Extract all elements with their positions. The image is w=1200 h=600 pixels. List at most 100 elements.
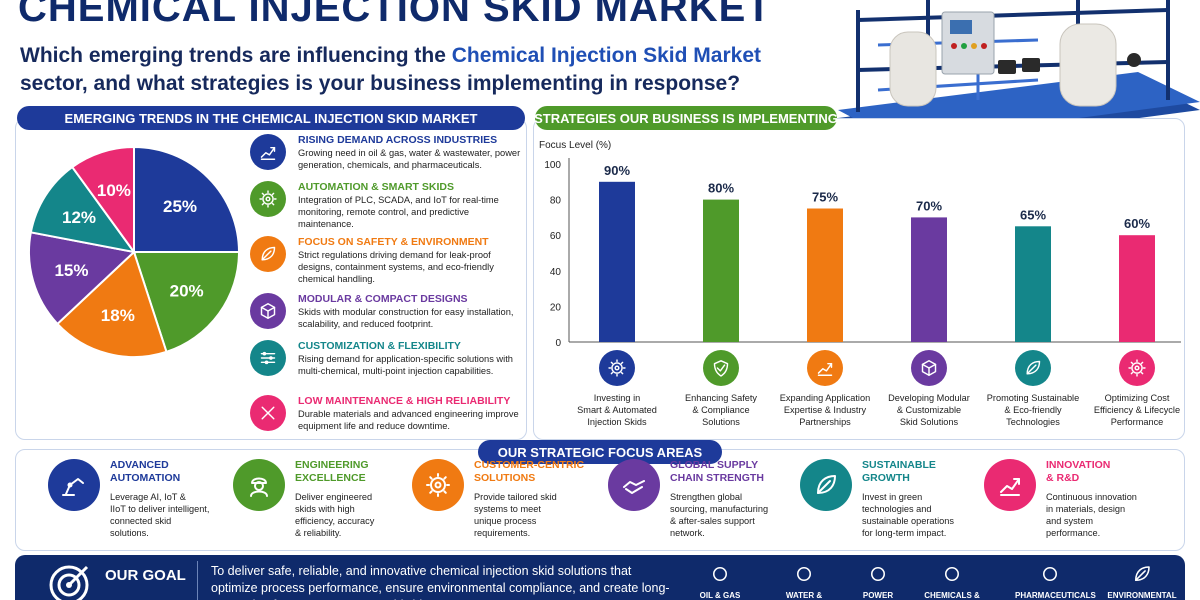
shield-check-icon-glyph [713, 360, 729, 377]
y-tick-label: 80 [550, 196, 562, 207]
focus-desc-line: requirements. [474, 528, 531, 538]
y-tick-label: 0 [555, 338, 561, 349]
bar-category-line: Injection Skids [587, 417, 647, 427]
bar-value-label: 90% [604, 163, 630, 178]
bar-value-label: 65% [1020, 207, 1046, 222]
trend-item: MODULAR & COMPACT DESIGNS Skids with modu… [250, 293, 522, 343]
trend-item: FOCUS ON SAFETY & ENVIRONMENT Strict regu… [250, 236, 522, 286]
industry-item: ENVIRONMENTAL [1107, 559, 1177, 600]
industry-item: OIL & GAS [685, 559, 755, 600]
pie-slice-label: 20% [170, 281, 204, 300]
focus-area-item: GLOBAL SUPPLY CHAIN STRENGTH Strengthen gl… [608, 455, 788, 551]
trend-description: Skids with modular construction for easy… [298, 307, 514, 329]
chart-growth-icon [250, 134, 286, 170]
trend-description: Integration of PLC, SCADA, and IoT for r… [298, 195, 499, 229]
cost-cycle-icon [1119, 350, 1155, 386]
bar-category-line: & Compliance [692, 405, 750, 415]
trend-description: Strict regulations driving demand for le… [298, 250, 494, 284]
focus-desc-line: in materials, design [1046, 504, 1126, 514]
gear-icon [412, 459, 464, 511]
industry-label: PHARMACEUTICALS [1015, 591, 1096, 600]
focus-area-item: CUSTOMER-CENTRIC SOLUTIONS Provide tailore… [412, 455, 592, 551]
factory-icon [843, 559, 913, 589]
focus-title-line: EXCELLENCE [295, 472, 366, 484]
goal-banner: OUR GOAL To deliver safe, reliable, and … [15, 555, 1185, 600]
focus-title-line: ADVANCED [110, 459, 169, 471]
focus-desc-line: sustainable operations [862, 516, 954, 526]
focus-desc-line: and system [1046, 516, 1093, 526]
pie-slice [132, 251, 241, 354]
focus-area-description: Leverage AI, IoT & IIoT to deliver intell… [110, 491, 209, 539]
strategy-bar [1119, 235, 1155, 342]
strategy-bar [911, 217, 947, 342]
trend-item: AUTOMATION & SMART SKIDS Integration of P… [250, 181, 522, 231]
focus-title-line: CUSTOMER-CENTRIC [474, 459, 585, 471]
bar-category-line: Partnerships [799, 417, 851, 427]
focus-desc-line: Invest in green [862, 492, 923, 502]
growth-chart-icon [807, 350, 843, 386]
bar-category-line: Expertise & Industry [783, 405, 867, 415]
focus-area-description: Continuous innovation in materials, desig… [1046, 491, 1137, 539]
pie-slice [56, 250, 168, 358]
bar-category-line: Expanding Application [779, 393, 871, 403]
bar-category-line: Optimizing Cost [1104, 393, 1170, 403]
bar-category-line: Smart & Automated [577, 405, 657, 415]
gear-chip-icon [250, 181, 286, 217]
industry-item: PHARMACEUTICALS [1015, 559, 1096, 600]
focus-desc-line: for long-term impact. [862, 528, 947, 538]
focus-area-item: ENGINEERING EXCELLENCE Deliver engineered s… [233, 455, 413, 551]
pie-slice-label: 15% [54, 261, 88, 280]
focus-area-description: Provide tailored skid systems to meet uniq… [474, 491, 557, 539]
focus-area-description: Strengthen global sourcing, manufacturing… [670, 491, 768, 539]
focus-desc-line: Leverage AI, IoT & [110, 492, 186, 502]
y-tick-label: 40 [550, 267, 562, 278]
trend-title: FOCUS ON SAFETY & ENVIRONMENT [298, 236, 489, 248]
strategy-focus-bar-chart: Focus Level (%) 0 20 40 60 80 100 90% 80% 75% 70% 6… [539, 140, 1181, 386]
plant-hand-icon-glyph [1026, 360, 1041, 375]
growth-chart-icon [984, 459, 1036, 511]
y-axis-label: Focus Level (%) [539, 140, 611, 151]
pie-slice [29, 165, 137, 254]
focus-desc-line: IIoT to deliver intelligent, [110, 504, 210, 514]
cost-cycle-icon-glyph [1128, 359, 1146, 377]
bar-value-label: 75% [812, 190, 838, 205]
bar-category-line: Investing in [593, 393, 641, 403]
bar-category-line: Enhancing Safety [684, 393, 758, 403]
tools-icon [250, 395, 286, 431]
focus-desc-line: technologies and [862, 504, 932, 514]
strategy-bar [703, 199, 739, 342]
focus-area-description: Deliver engineered skids with high efficie… [295, 491, 374, 539]
pie-slice [28, 231, 137, 326]
trend-title: RISING DEMAND ACROSS INDUSTRIES [298, 134, 498, 146]
bar-value-label: 80% [708, 181, 734, 196]
bar-value-label: 60% [1124, 216, 1150, 231]
focus-desc-line: Strengthen global [670, 492, 743, 502]
page-question: Which emerging trends are influencing th… [20, 42, 820, 98]
focus-desc-line: connected skid [110, 516, 172, 526]
globe-leaf-icon [800, 459, 852, 511]
bar-value-label: 70% [916, 198, 942, 213]
growth-chart-icon-glyph [817, 362, 833, 376]
bar-category-label: Investing in Smart & Automated Injection S… [557, 392, 677, 428]
goal-title: OUR GOAL [105, 567, 186, 584]
bar-category-line: & Customizable [896, 405, 962, 415]
robot-arm-icon [48, 459, 100, 511]
focus-area-title: ADVANCED AUTOMATION [110, 459, 180, 485]
target-icon [49, 565, 89, 600]
focus-title-line: ENGINEERING [295, 459, 369, 471]
goal-divider [197, 561, 198, 600]
bar-category-line: Developing Modular [888, 393, 970, 403]
focus-title-line: SUSTAINABLE [862, 459, 936, 471]
strategy-bar [599, 181, 635, 342]
focus-area-title: GLOBAL SUPPLY CHAIN STRENGTH [670, 459, 764, 485]
emerging-trends-heading: EMERGING TRENDS IN THE CHEMICAL INJECTIO… [17, 106, 525, 130]
bar-category-line: Efficiency & Lifecycle [1093, 405, 1181, 415]
hand-leaf-icon [1107, 559, 1177, 589]
focus-desc-line: Deliver engineered [295, 492, 373, 502]
engineer-icon [233, 459, 285, 511]
focus-desc-line: systems to meet [474, 504, 541, 514]
trend-title: AUTOMATION & SMART SKIDS [298, 181, 454, 193]
bar-category-label: Optimizing Cost Efficiency & Lifecycle Per… [1077, 392, 1197, 428]
strategies-panel [533, 118, 1185, 440]
capsule-icon [1015, 559, 1085, 589]
